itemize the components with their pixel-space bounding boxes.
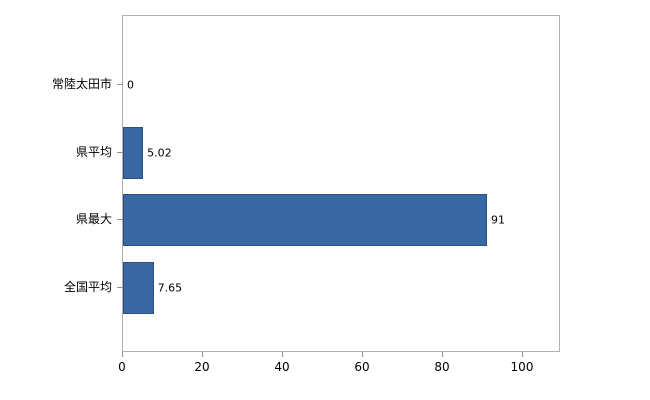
- x-axis-tick: [122, 352, 123, 357]
- bar-value-label: 91: [491, 213, 505, 227]
- bar: [123, 194, 487, 246]
- bar-value-label: 0: [127, 78, 134, 92]
- x-axis-tick-label: 20: [194, 360, 210, 374]
- bar-value-label: 7.65: [157, 281, 183, 295]
- x-axis-tick-label: 100: [510, 360, 534, 374]
- y-axis-tick: [117, 84, 123, 85]
- x-axis-tick: [442, 352, 443, 357]
- x-axis-tick: [522, 352, 523, 357]
- x-axis-tick: [202, 352, 203, 357]
- plot-area: 0 5.02 91 7.65: [122, 15, 560, 352]
- bar: [123, 127, 144, 179]
- x-axis-tick-label: 80: [434, 360, 450, 374]
- category-label: 常陸太田市: [51, 77, 112, 91]
- category-label: 全国平均: [63, 280, 112, 294]
- x-axis-tick: [362, 352, 363, 357]
- x-axis-tick-label: 0: [118, 360, 126, 374]
- y-axis-tick: [117, 219, 123, 220]
- y-axis-tick: [117, 152, 123, 153]
- y-axis-tick: [117, 287, 123, 288]
- category-label: 県平均: [75, 145, 112, 159]
- bar-value-label: 5.02: [147, 146, 172, 160]
- category-label: 県最大: [75, 212, 112, 226]
- bar: [123, 262, 154, 314]
- x-axis-tick-label: 40: [274, 360, 290, 374]
- x-axis-tick-label: 60: [354, 360, 370, 374]
- x-axis-tick: [282, 352, 283, 357]
